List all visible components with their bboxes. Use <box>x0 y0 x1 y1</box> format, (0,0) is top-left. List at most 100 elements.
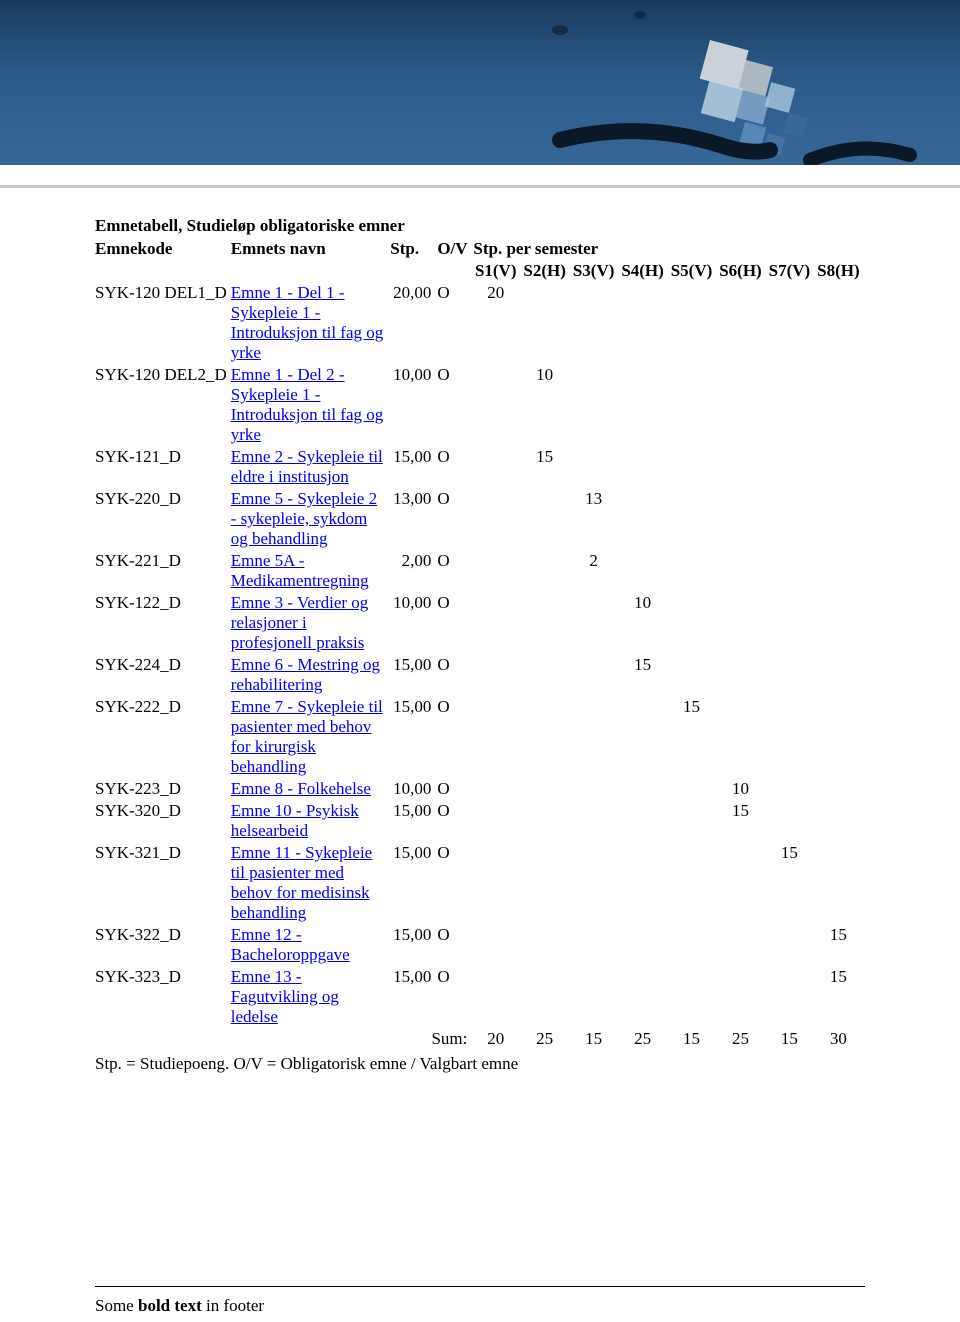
col-sem-6: S7(V) <box>767 260 816 282</box>
col-sem-4: S5(V) <box>669 260 718 282</box>
cell-sem-7 <box>816 364 865 446</box>
cell-stp: 10,00 <box>390 364 437 446</box>
cell-sem-0 <box>473 488 522 550</box>
course-link[interactable]: Emne 1 - Del 2 - Sykepleie 1 - Introduks… <box>231 365 384 444</box>
table-row: SYK-323_DEmne 13 - Fagutvikling og ledel… <box>95 966 865 1028</box>
cell-sem-6 <box>767 282 816 364</box>
cell-code: SYK-321_D <box>95 842 231 924</box>
course-link[interactable]: Emne 13 - Fagutvikling og ledelse <box>231 967 339 1026</box>
cell-sem-1: 15 <box>522 446 571 488</box>
col-sem-3: S4(H) <box>620 260 669 282</box>
cell-sem-1 <box>522 654 571 696</box>
cell-sem-2 <box>571 282 620 364</box>
cell-stp: 15,00 <box>390 842 437 924</box>
cell-stp: 15,00 <box>390 924 437 966</box>
cell-sem-0 <box>473 592 522 654</box>
cell-sem-5: 15 <box>718 800 767 842</box>
cell-name: Emne 1 - Del 2 - Sykepleie 1 - Introduks… <box>231 364 391 446</box>
col-stp: Stp. <box>390 238 437 260</box>
course-link[interactable]: Emne 5 - Sykepleie 2 - sykepleie, sykdom… <box>231 489 377 548</box>
cell-sem-7 <box>816 842 865 924</box>
cell-sem-6 <box>767 592 816 654</box>
cell-ov: O <box>437 778 473 800</box>
legend: Stp. = Studiepoeng. O/V = Obligatorisk e… <box>95 1054 865 1074</box>
cell-sem-2: 2 <box>571 550 620 592</box>
cell-code: SYK-120 DEL1_D <box>95 282 231 364</box>
sum-val-5: 25 <box>718 1028 767 1050</box>
cell-ov: O <box>437 550 473 592</box>
cell-name: Emne 11 - Sykepleie til pasienter med be… <box>231 842 391 924</box>
cell-sem-0 <box>473 364 522 446</box>
sum-val-0: 20 <box>473 1028 522 1050</box>
cell-sem-6 <box>767 924 816 966</box>
col-sem-1: S2(H) <box>522 260 571 282</box>
course-link[interactable]: Emne 11 - Sykepleie til pasienter med be… <box>231 843 372 922</box>
cell-sem-6 <box>767 778 816 800</box>
table-row: SYK-321_DEmne 11 - Sykepleie til pasient… <box>95 842 865 924</box>
cell-sem-3 <box>620 924 669 966</box>
cell-sem-5 <box>718 282 767 364</box>
cell-sem-1 <box>522 696 571 778</box>
cell-sem-5 <box>718 696 767 778</box>
cell-sem-4 <box>669 778 718 800</box>
cell-ov: O <box>437 842 473 924</box>
cell-code: SYK-220_D <box>95 488 231 550</box>
cell-sem-1 <box>522 488 571 550</box>
cell-sem-7 <box>816 696 865 778</box>
cell-sem-4 <box>669 282 718 364</box>
cell-name: Emne 6 - Mestring og rehabilitering <box>231 654 391 696</box>
cell-sem-6 <box>767 966 816 1028</box>
course-link[interactable]: Emne 12 - Bacheloroppgave <box>231 925 350 964</box>
cell-sem-1 <box>522 282 571 364</box>
cell-sem-1 <box>522 842 571 924</box>
cell-sem-6 <box>767 364 816 446</box>
cell-stp: 15,00 <box>390 966 437 1028</box>
col-sem-5: S6(H) <box>718 260 767 282</box>
cell-sem-0 <box>473 924 522 966</box>
cell-stp: 2,00 <box>390 550 437 592</box>
cell-ov: O <box>437 654 473 696</box>
course-link[interactable]: Emne 8 - Folkehelse <box>231 779 371 798</box>
cell-sem-3 <box>620 800 669 842</box>
course-link[interactable]: Emne 7 - Sykepleie til pasienter med beh… <box>231 697 383 776</box>
cell-stp: 15,00 <box>390 696 437 778</box>
cell-stp: 15,00 <box>390 654 437 696</box>
cell-sem-4 <box>669 966 718 1028</box>
cell-sem-1 <box>522 924 571 966</box>
sum-val-4: 15 <box>669 1028 718 1050</box>
cell-sem-1 <box>522 778 571 800</box>
course-link[interactable]: Emne 3 - Verdier og relasjoner i profesj… <box>231 593 369 652</box>
cell-sem-5 <box>718 842 767 924</box>
cell-sem-3: 10 <box>620 592 669 654</box>
col-code: Emnekode <box>95 238 231 260</box>
sum-val-3: 25 <box>620 1028 669 1050</box>
cell-ov: O <box>437 592 473 654</box>
cell-sem-3 <box>620 778 669 800</box>
col-sem-0: S1(V) <box>473 260 522 282</box>
cell-sem-2 <box>571 364 620 446</box>
cell-sem-5 <box>718 446 767 488</box>
cell-sem-5 <box>718 550 767 592</box>
sum-val-2: 15 <box>571 1028 620 1050</box>
course-link[interactable]: Emne 6 - Mestring og rehabilitering <box>231 655 380 694</box>
cell-sem-2 <box>571 592 620 654</box>
table-row: SYK-122_DEmne 3 - Verdier og relasjoner … <box>95 592 865 654</box>
sum-val-7: 30 <box>816 1028 865 1050</box>
course-link[interactable]: Emne 10 - Psykisk helsearbeid <box>231 801 359 840</box>
cell-sem-1 <box>522 800 571 842</box>
footer-suffix: in footer <box>202 1296 264 1315</box>
cell-sem-0 <box>473 800 522 842</box>
cell-sem-3 <box>620 282 669 364</box>
cell-ov: O <box>437 966 473 1028</box>
sum-val-6: 15 <box>767 1028 816 1050</box>
cell-sem-3 <box>620 488 669 550</box>
course-link[interactable]: Emne 2 - Sykepleie til eldre i institusj… <box>231 447 383 486</box>
course-link[interactable]: Emne 1 - Del 1 - Sykepleie 1 - Introduks… <box>231 283 384 362</box>
cell-stp: 20,00 <box>390 282 437 364</box>
table-row: SYK-221_DEmne 5A - Medikamentregning2,00… <box>95 550 865 592</box>
cell-sem-7 <box>816 488 865 550</box>
cell-name: Emne 8 - Folkehelse <box>231 778 391 800</box>
course-link[interactable]: Emne 5A - Medikamentregning <box>231 551 369 590</box>
cell-sem-4: 15 <box>669 696 718 778</box>
cell-sem-5 <box>718 966 767 1028</box>
